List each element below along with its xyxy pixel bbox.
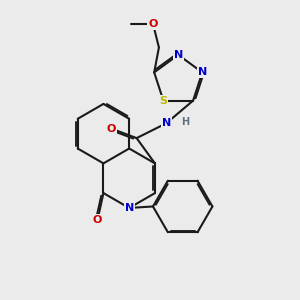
Text: N: N [124,203,134,213]
Text: S: S [159,96,167,106]
Text: H: H [182,117,190,127]
Text: N: N [174,50,183,60]
Text: O: O [107,124,116,134]
Text: O: O [93,215,102,225]
Text: N: N [162,118,171,128]
Text: O: O [148,19,158,29]
Text: N: N [198,67,207,77]
